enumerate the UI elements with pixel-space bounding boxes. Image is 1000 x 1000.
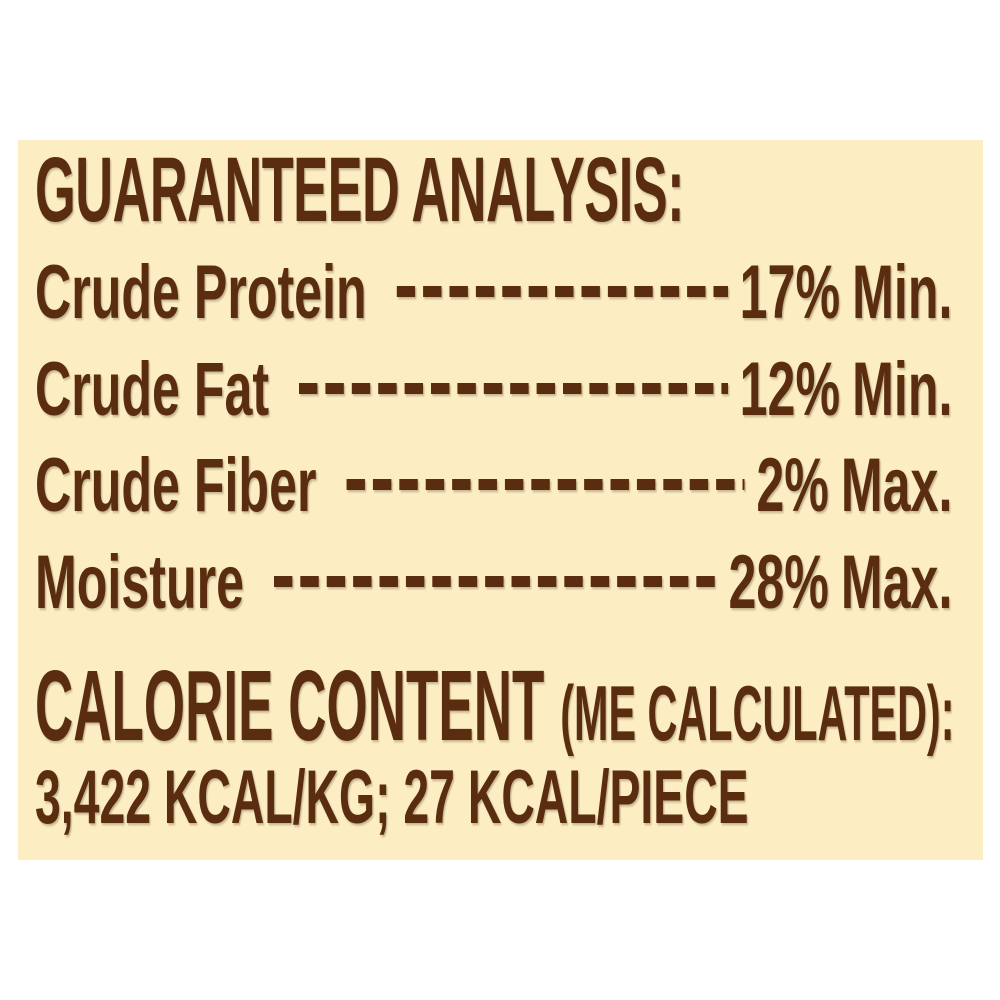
nutrient-value: 17% Min.	[740, 255, 953, 331]
dash-leader	[273, 545, 717, 621]
nutrient-value: 12% Min.	[740, 352, 953, 428]
nutrient-label: Crude Fiber	[35, 443, 317, 528]
value-percent: 2%	[756, 443, 829, 528]
dash-leader	[396, 255, 728, 331]
value-limit: Min.	[852, 347, 953, 432]
calorie-heading-sub: (ME CALCULATED):	[560, 669, 955, 757]
dash-leader	[346, 448, 745, 524]
value-percent: 17%	[739, 250, 841, 335]
analysis-row-moisture: Moisture 28% Max.	[35, 545, 952, 621]
value-limit: Max.	[840, 540, 953, 625]
calorie-content-heading: CALORIE CONTENT (ME CALCULATED):	[35, 656, 954, 756]
nutrient-label: Crude Protein	[35, 250, 367, 335]
analysis-row-crude-protein: Crude Protein 17% Min.	[35, 255, 952, 331]
value-limit: Max.	[840, 443, 953, 528]
calorie-values: 3,422 KCAL/KG; 27 KCAL/PIECE	[35, 755, 749, 840]
value-percent: 12%	[739, 347, 841, 432]
analysis-row-crude-fiber: Crude Fiber 2% Max.	[35, 448, 952, 524]
value-percent: 28%	[728, 540, 829, 625]
dash-leader	[298, 352, 728, 428]
panel-title: GUARANTEED ANALYSIS:	[35, 140, 685, 241]
value-limit: Min.	[852, 250, 953, 335]
nutrient-value: 28% Max.	[728, 545, 952, 621]
nutrient-value: 2% Max.	[756, 448, 952, 524]
calorie-heading-main: CALORIE CONTENT	[35, 650, 545, 762]
nutrient-label: Moisture	[35, 540, 245, 625]
nutrient-label: Crude Fat	[35, 347, 270, 432]
guaranteed-analysis-panel: GUARANTEED ANALYSIS: Crude Protein 17% Mi…	[18, 140, 983, 860]
analysis-row-crude-fat: Crude Fat 12% Min.	[35, 352, 952, 428]
